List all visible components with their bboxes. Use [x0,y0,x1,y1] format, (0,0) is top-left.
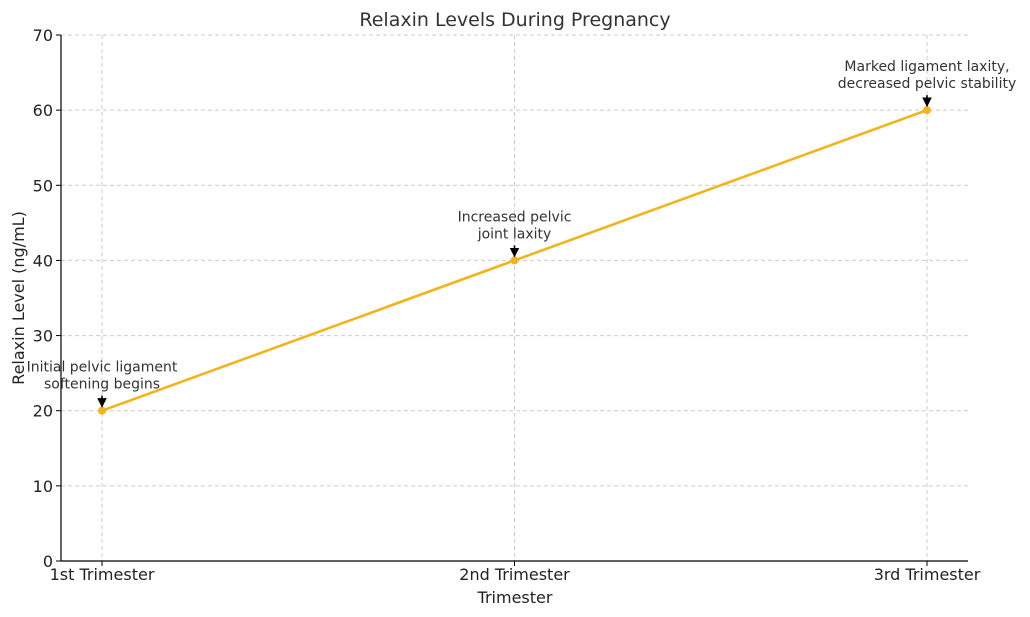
annotation-text: Increased pelvic [458,209,572,225]
y-tick-label: 60 [33,101,53,120]
annotation-text: softening begins [44,377,160,393]
x-tick-label: 3rd Trimester [874,565,981,584]
data-point [923,106,931,115]
y-axis-label: Relaxin Level (ng/mL) [9,211,28,385]
y-tick-label: 40 [33,251,53,270]
y-tick-label: 0 [43,552,53,571]
annotation-text: joint laxity [477,226,552,242]
x-axis-label: Trimester [477,588,553,607]
y-tick-label: 70 [33,26,53,45]
axes: 0 10 20 30 40 50 60 70 1st Trimester 2nd Trimeste… [33,26,981,584]
x-tick-label: 2nd Trimester [459,565,570,584]
annotation-text: Marked ligament laxity, [844,59,1009,75]
x-tick-label: 1st Trimester [50,565,155,584]
data-point [98,406,106,415]
annotation-text: Initial pelvic ligament [27,360,178,376]
annotation-text: decreased pelvic stability [838,76,1017,92]
y-tick-label: 30 [33,327,53,346]
data-point [510,256,519,265]
y-tick-label: 10 [33,477,53,496]
series [98,106,931,415]
y-tick-label: 50 [33,176,53,195]
y-tick-label: 20 [33,402,53,421]
grid [61,34,968,562]
chart-title: Relaxin Levels During Pregnancy [359,9,670,31]
